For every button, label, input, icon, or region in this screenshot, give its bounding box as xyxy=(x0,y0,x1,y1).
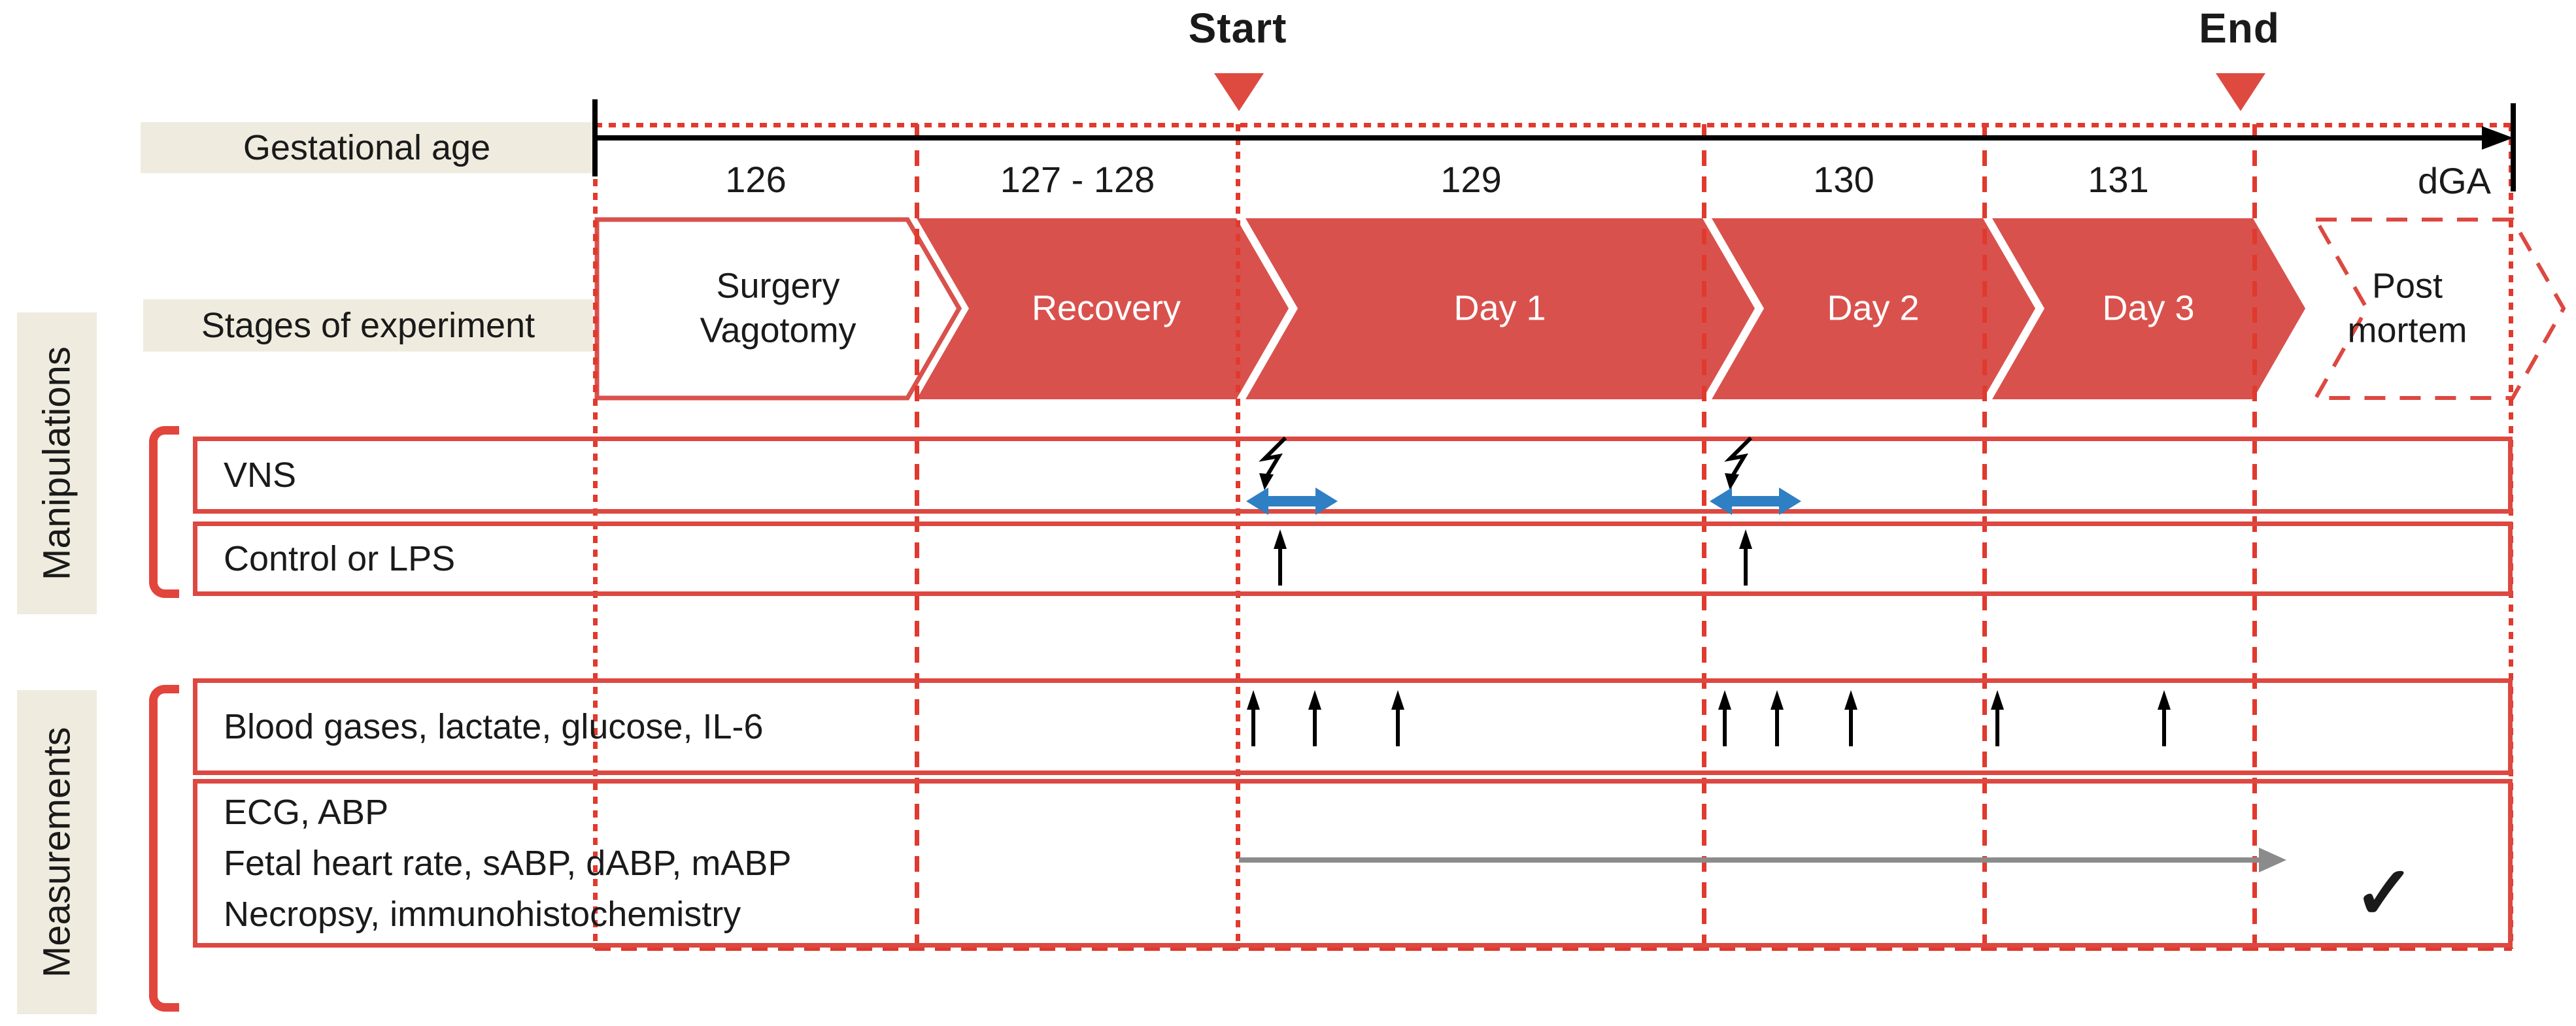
stage-postmortem-label: Post mortem xyxy=(2347,266,2467,350)
continuous-recording-arrowhead-icon xyxy=(2259,848,2286,872)
grid-line-day2-day3 xyxy=(1982,124,1987,949)
up-arrow-icon xyxy=(1739,529,1752,586)
vns-row: VNS xyxy=(193,437,2513,514)
ecg-row-label: ECG, ABP Fetal heart rate, sABP, dABP, m… xyxy=(224,787,791,940)
age-127-128: 127 - 128 xyxy=(1000,159,1155,200)
up-arrow-icon xyxy=(1991,690,2004,746)
stage-shape-recovery xyxy=(917,218,1289,399)
end-marker-label: End xyxy=(2199,5,2280,52)
grid-line-start-day1 xyxy=(1236,124,1240,949)
start-marker-label: Start xyxy=(1188,5,1287,52)
stages-row-label: Stages of experiment xyxy=(143,299,593,352)
manipulations-section-label: Manipulations xyxy=(17,312,97,614)
measurements-bracket xyxy=(149,685,179,1012)
ecg-row-line1: ECG, ABP xyxy=(224,793,389,832)
control-lps-row-label: Control or LPS xyxy=(224,539,456,578)
up-arrow-icon xyxy=(1771,690,1784,746)
lightning-icon xyxy=(1724,436,1753,490)
vns-row-label: VNS xyxy=(224,455,297,495)
grid-line-end-postmortem xyxy=(2252,124,2257,949)
measurements-section-label: Measurements xyxy=(17,690,97,1014)
blood-gases-row: Blood gases, lactate, glucose, IL-6 xyxy=(193,678,2513,775)
ecg-row-line3: Necropsy, immunohistochemistry xyxy=(224,895,741,934)
stage-shape-day1 xyxy=(1246,218,1755,399)
grid-bottom-dashed-line xyxy=(595,946,2512,951)
age-unit-dga: dGA xyxy=(2417,160,2491,201)
age-126: 126 xyxy=(725,159,787,200)
stage-day1-label: Day 1 xyxy=(1453,288,1546,328)
age-131: 131 xyxy=(2088,159,2149,200)
continuous-recording-arrow xyxy=(1239,857,2260,863)
timeline-start-tick xyxy=(592,99,598,176)
grid-line-timeline-start xyxy=(593,124,598,949)
grid-line-day1-day2 xyxy=(1702,124,1706,949)
stage-shape-day2 xyxy=(1712,218,2035,399)
stage-chevron-band xyxy=(594,217,2566,401)
timeline-arrowhead-icon xyxy=(2482,126,2513,150)
up-arrow-icon xyxy=(1391,690,1404,746)
stage-day3-label: Day 3 xyxy=(2102,288,2195,328)
blue-double-arrow-icon xyxy=(1246,488,1338,515)
ecg-row-line2: Fetal heart rate, sABP, dABP, mABP xyxy=(224,844,792,883)
manipulations-bracket xyxy=(149,426,179,598)
up-arrow-icon xyxy=(1718,690,1731,746)
end-marker-triangle-icon xyxy=(2216,73,2265,111)
lightning-icon xyxy=(1259,436,1287,490)
stage-shape-day3 xyxy=(1992,218,2305,399)
checkmark-icon: ✓ xyxy=(2354,852,2415,934)
blue-double-arrow-icon xyxy=(1710,488,1801,515)
up-arrow-icon xyxy=(1844,690,1857,746)
up-arrow-icon xyxy=(1308,690,1321,746)
up-arrow-icon xyxy=(1274,529,1287,586)
up-arrow-icon xyxy=(2158,690,2171,746)
grid-line-126-127 xyxy=(915,124,919,949)
grid-top-dotted-line xyxy=(595,123,2512,127)
stage-day2-label: Day 2 xyxy=(1827,288,1920,328)
timeline-end-tick xyxy=(2511,103,2516,191)
stage-surgery-label: Surgery Vagotomy xyxy=(700,266,856,350)
gestational-age-row-label: Gestational age xyxy=(141,122,593,173)
up-arrow-icon xyxy=(1247,690,1260,746)
age-130: 130 xyxy=(1813,159,1874,200)
age-129: 129 xyxy=(1440,159,1502,200)
start-marker-triangle-icon xyxy=(1214,73,1264,111)
ecg-row: ECG, ABP Fetal heart rate, sABP, dABP, m… xyxy=(193,779,2513,948)
timeline-axis xyxy=(595,135,2491,141)
control-lps-row: Control or LPS xyxy=(193,521,2513,596)
stage-recovery-label: Recovery xyxy=(1031,288,1181,328)
blood-gases-row-label: Blood gases, lactate, glucose, IL-6 xyxy=(224,707,764,746)
